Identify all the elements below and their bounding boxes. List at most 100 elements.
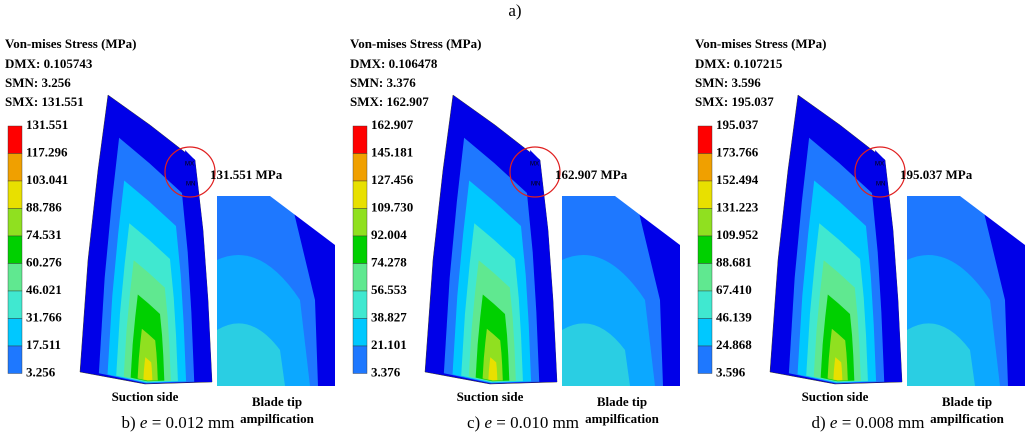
- legend-swatch: [8, 181, 22, 209]
- legend-label: 31.766: [26, 309, 62, 324]
- dmx: DMX: 0.107215: [695, 56, 783, 71]
- legend-swatch: [698, 236, 712, 264]
- legend-swatch: [698, 154, 712, 182]
- caption: c) e = 0.010 mm: [467, 413, 579, 432]
- legend-swatch: [698, 291, 712, 319]
- legend-label: 67.410: [716, 282, 752, 297]
- caption-label: d): [811, 413, 825, 432]
- legend-label: 109.952: [716, 227, 758, 242]
- legend-swatch: [353, 319, 367, 347]
- legend-swatch: [353, 126, 367, 154]
- legend-swatch: [353, 346, 367, 374]
- inset: [562, 196, 680, 386]
- max-annotation: 162.907 MPa: [555, 167, 628, 182]
- caption-label: c): [467, 413, 480, 432]
- side-label: Suction side: [457, 389, 524, 404]
- legend-swatch: [8, 346, 22, 374]
- mx-label: MX: [875, 162, 884, 168]
- panel: Von-mises Stress (MPa)DMX: 0.107215SMN: …: [695, 36, 1025, 432]
- figure: a) Von-mises Stress (MPa)DMX: 0.105743SM…: [0, 0, 1030, 435]
- side-label: Suction side: [802, 389, 869, 404]
- legend-swatch: [698, 126, 712, 154]
- mx-label: MX: [530, 162, 539, 168]
- legend-swatch: [8, 154, 22, 182]
- legend-label: 88.681: [716, 254, 752, 269]
- caption-text: = 0.008 mm: [842, 413, 925, 432]
- legend-swatch: [8, 209, 22, 237]
- legend-label: 152.494: [716, 172, 759, 187]
- legend-label: 131.223: [716, 199, 759, 214]
- inset-label: ampilfication: [240, 411, 314, 426]
- legend-label: 46.139: [716, 309, 752, 324]
- legend-swatch: [353, 209, 367, 237]
- caption: b) e = 0.012 mm: [121, 413, 234, 432]
- legend-label: 17.511: [26, 337, 61, 352]
- legend-label: 21.101: [371, 337, 407, 352]
- legend-label: 131.551: [26, 117, 68, 132]
- inset: [217, 196, 335, 386]
- heading: Von-mises Stress (MPa): [5, 36, 136, 51]
- inset-label: Blade tip: [597, 394, 647, 409]
- legend-label: 88.786: [26, 199, 62, 214]
- side-label: Suction side: [112, 389, 179, 404]
- legend-label: 117.296: [26, 144, 68, 159]
- legend-label: 56.553: [371, 282, 407, 297]
- smx: SMX: 195.037: [695, 94, 774, 109]
- inset: [907, 196, 1025, 386]
- mn-label: MN: [186, 182, 195, 188]
- max-annotation: 195.037 MPa: [900, 167, 973, 182]
- caption-text: = 0.010 mm: [496, 413, 579, 432]
- legend-label: 103.041: [26, 172, 68, 187]
- caption-label: b): [121, 413, 135, 432]
- caption-text: = 0.012 mm: [152, 413, 235, 432]
- legend-swatch: [698, 264, 712, 292]
- legend-label: 109.730: [371, 199, 413, 214]
- inset-label: Blade tip: [252, 394, 302, 409]
- legend-swatch: [8, 264, 22, 292]
- legend-swatch: [698, 209, 712, 237]
- legend-swatch: [353, 264, 367, 292]
- legend-label: 60.276: [26, 254, 62, 269]
- legend-label: 46.021: [26, 282, 62, 297]
- blade: [770, 95, 902, 384]
- legend-label: 74.531: [26, 227, 62, 242]
- legend-label: 173.766: [716, 144, 759, 159]
- inset-label: Blade tip: [942, 394, 992, 409]
- dmx: DMX: 0.106478: [350, 56, 438, 71]
- panel: Von-mises Stress (MPa)DMX: 0.105743SMN: …: [5, 36, 335, 432]
- mx-label: MX: [185, 162, 194, 168]
- legend-label: 145.181: [371, 144, 413, 159]
- legend-label: 127.456: [371, 172, 414, 187]
- legend-label: 162.907: [371, 117, 414, 132]
- caption-var: e: [140, 413, 148, 432]
- smx: SMX: 131.551: [5, 94, 84, 109]
- heading: Von-mises Stress (MPa): [350, 36, 481, 51]
- heading: Von-mises Stress (MPa): [695, 36, 826, 51]
- legend-swatch: [353, 181, 367, 209]
- caption: d) e = 0.008 mm: [811, 413, 924, 432]
- legend-swatch: [8, 236, 22, 264]
- legend-label: 3.256: [26, 364, 56, 379]
- blade: [425, 95, 557, 384]
- panel: Von-mises Stress (MPa) DMX: 0.106478 SMN: …: [350, 36, 680, 432]
- smx: SMX: 162.907: [350, 94, 429, 109]
- inset-label: ampilfication: [585, 411, 659, 426]
- mn-label: MN: [876, 182, 885, 188]
- legend-swatch: [698, 346, 712, 374]
- blade: [80, 95, 212, 384]
- smn: SMN: 3.256: [5, 75, 71, 90]
- legend-swatch: [8, 319, 22, 347]
- legend-label: 74.278: [371, 254, 407, 269]
- smn: SMN: 3.376: [350, 75, 416, 90]
- legend-label: 195.037: [716, 117, 759, 132]
- legend-label: 3.596: [716, 364, 746, 379]
- legend-label: 3.376: [371, 364, 401, 379]
- caption-var: e: [484, 413, 492, 432]
- max-annotation: 131.551 MPa: [210, 167, 283, 182]
- legend-swatch: [698, 181, 712, 209]
- legend-swatch: [8, 291, 22, 319]
- legend-swatch: [8, 126, 22, 154]
- legend-swatch: [353, 236, 367, 264]
- legend-swatch: [353, 154, 367, 182]
- mn-label: MN: [531, 182, 540, 188]
